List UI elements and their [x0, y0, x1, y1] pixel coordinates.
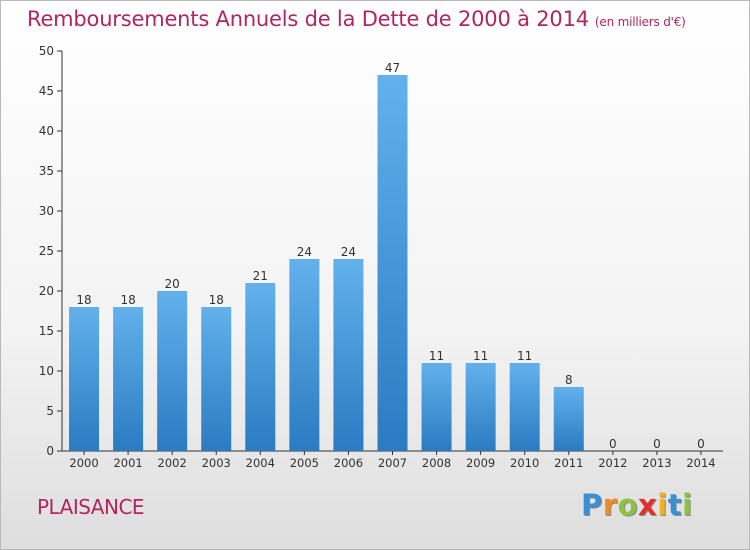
- logo-letter: x: [638, 488, 658, 522]
- x-tick-label-2001: 2001: [113, 456, 142, 470]
- bar-2006: [333, 259, 364, 451]
- y-tick-label: 0: [46, 444, 54, 458]
- data-label-2008: 11: [429, 349, 444, 363]
- x-tick-label-2012: 2012: [598, 456, 627, 470]
- data-label-2006: 24: [341, 245, 356, 259]
- bar-2008: [421, 363, 452, 451]
- proxiti-logo: Proxiti: [581, 488, 693, 522]
- data-label-2014: 0: [697, 437, 705, 451]
- x-tick-label-2000: 2000: [69, 456, 98, 470]
- y-tick-label: 50: [39, 44, 54, 58]
- chart-title: Remboursements Annuels de la Dette de 20…: [27, 7, 686, 31]
- y-tick-label: 10: [39, 364, 54, 378]
- x-axis: 2000 2001 2002 2003 2004 2005 2006 2007 2008 2009…: [62, 450, 723, 470]
- logo-letter: r: [602, 488, 618, 522]
- data-label-2013: 0: [653, 437, 661, 451]
- data-label-2003: 18: [209, 293, 224, 307]
- bar-2009: [465, 363, 496, 451]
- y-tick-label: 45: [39, 84, 54, 98]
- x-tick-label-2013: 2013: [642, 456, 671, 470]
- x-tick-label-2006: 2006: [334, 456, 363, 470]
- y-tick-label: 30: [39, 204, 54, 218]
- y-tick-label: 5: [46, 404, 54, 418]
- x-tick-label-2005: 2005: [290, 456, 319, 470]
- data-label-2011: 8: [565, 373, 573, 387]
- x-tick-label-2011: 2011: [554, 456, 583, 470]
- bar-2005: [289, 259, 320, 451]
- y-axis: 0 5 10 15 20 25 30 35 40 45 50: [39, 44, 63, 458]
- logo-letter: t: [667, 488, 683, 522]
- logo-letter: o: [617, 488, 639, 522]
- bar-2010: [509, 363, 540, 451]
- bar-2000: [69, 307, 100, 451]
- bar-2011: [553, 387, 584, 451]
- data-labels-group: 18 18 20 18 21 24 24 47 11 11 11 8 0 0 0: [76, 61, 704, 451]
- data-label-2009: 11: [473, 349, 488, 363]
- y-tick-label: 15: [39, 324, 54, 338]
- x-tick-label-2009: 2009: [466, 456, 495, 470]
- bar-2003: [201, 307, 232, 451]
- data-label-2002: 20: [165, 277, 180, 291]
- x-tick-label-2014: 2014: [686, 456, 715, 470]
- x-tick-label-2002: 2002: [158, 456, 187, 470]
- y-tick-label: 35: [39, 164, 54, 178]
- x-tick-label-2007: 2007: [378, 456, 407, 470]
- x-tick-label-2004: 2004: [246, 456, 275, 470]
- bar-2002: [157, 291, 188, 451]
- x-tick-label-2010: 2010: [510, 456, 539, 470]
- location-label: PLAISANCE: [37, 495, 145, 519]
- bars-group: [69, 75, 584, 451]
- data-label-2007: 47: [385, 61, 400, 75]
- data-label-2000: 18: [76, 293, 91, 307]
- data-label-2010: 11: [517, 349, 532, 363]
- x-tick-label-2003: 2003: [202, 456, 231, 470]
- bar-2001: [113, 307, 144, 451]
- y-tick-label: 40: [39, 124, 54, 138]
- chart-title-text: Remboursements Annuels de la Dette de 20…: [27, 7, 589, 31]
- data-label-2012: 0: [609, 437, 617, 451]
- y-tick-label: 20: [39, 284, 54, 298]
- bar-2007: [377, 75, 408, 451]
- logo-letter: i: [657, 488, 668, 522]
- bar-2004: [245, 283, 276, 451]
- chart-subtitle: (en milliers d'€): [594, 15, 686, 29]
- data-label-2001: 18: [120, 293, 135, 307]
- x-tick-label-2008: 2008: [422, 456, 451, 470]
- data-label-2004: 21: [253, 269, 268, 283]
- y-tick-label: 25: [39, 244, 54, 258]
- logo-letter: i: [682, 488, 693, 522]
- data-label-2005: 24: [297, 245, 312, 259]
- logo-letter: P: [581, 488, 603, 522]
